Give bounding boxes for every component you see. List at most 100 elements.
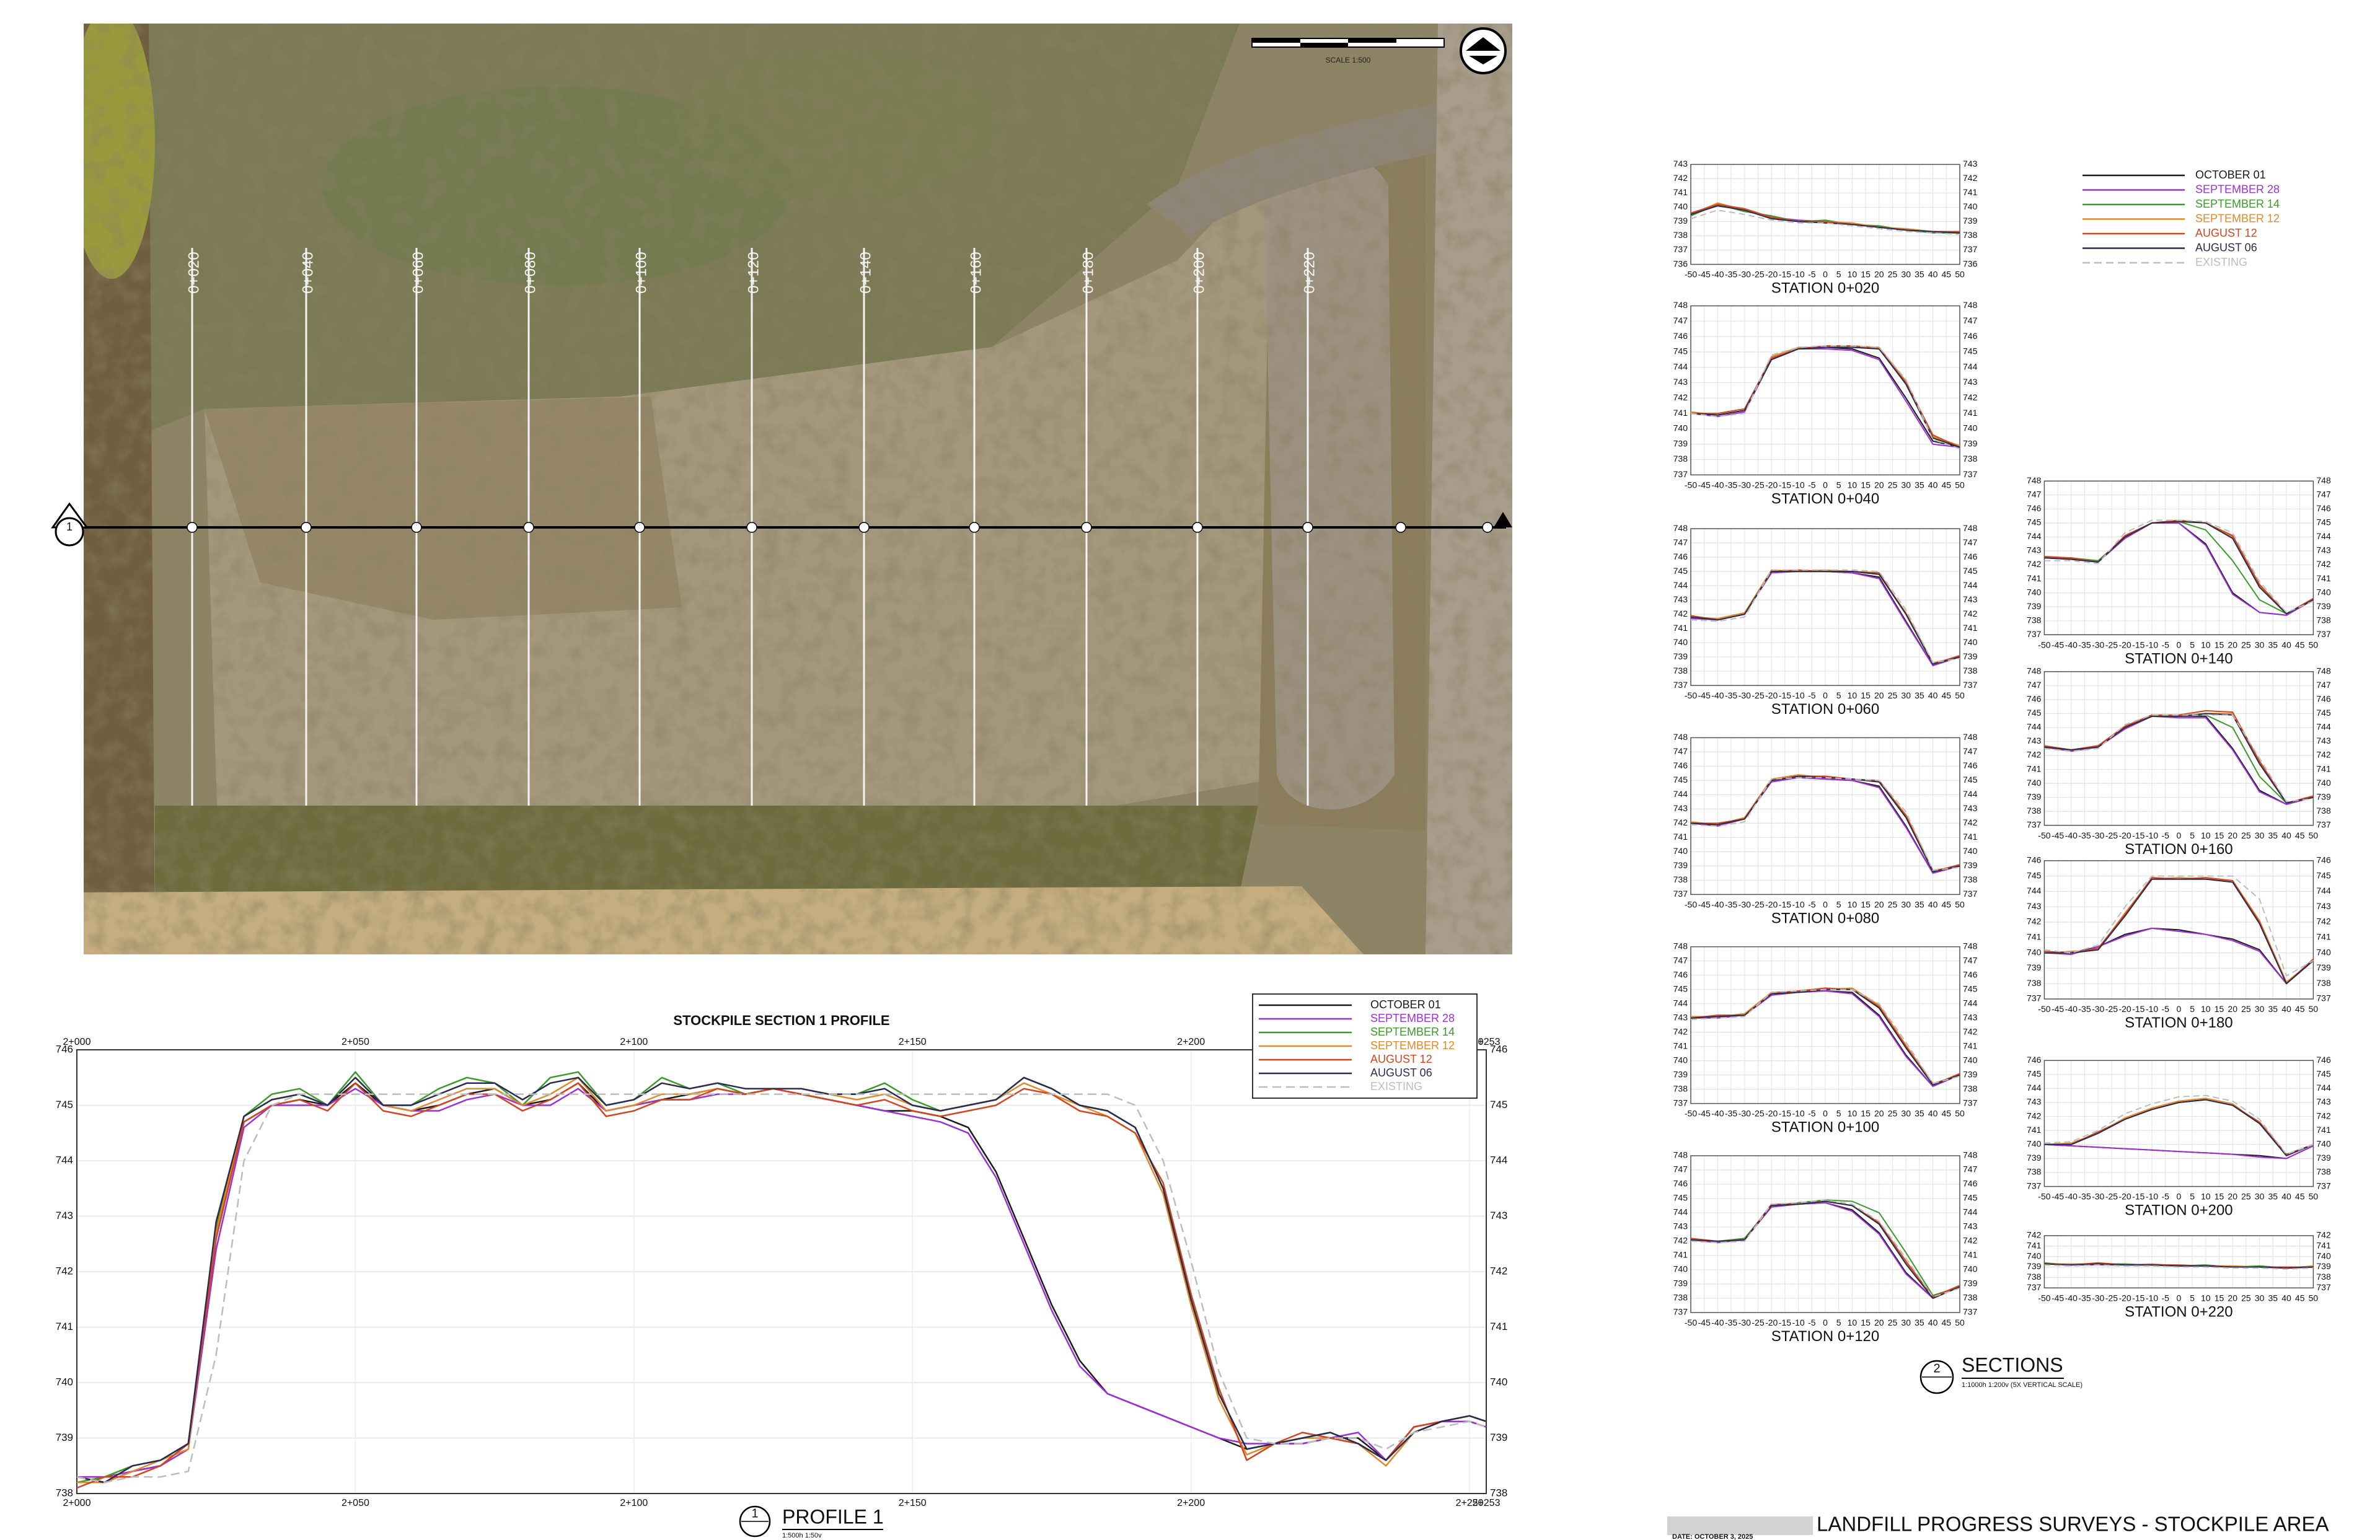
y-tick-label: 747 [1673, 746, 1688, 756]
y-tick-label-right: 739 [1963, 860, 1978, 870]
y-tick-label-right: 738 [1490, 1487, 1507, 1498]
y-tick-label: 742 [1673, 392, 1688, 402]
x-tick-label: 10 [2201, 1293, 2211, 1303]
y-tick-label-right: 745 [1490, 1099, 1507, 1111]
x-tick-label: 20 [2228, 640, 2237, 649]
section-line [1690, 1199, 1960, 1298]
x-tick-label: 25 [2241, 830, 2251, 840]
x-tick-label: -5 [2161, 640, 2169, 649]
x-tick-label: -30 [2092, 1004, 2104, 1014]
x-tick-label-top: 2+050 [342, 1037, 369, 1047]
x-tick-label: 10 [2201, 830, 2211, 840]
section-line [2044, 875, 2314, 977]
x-tick-label: 40 [1928, 899, 1938, 909]
y-tick-label: 742 [2027, 917, 2042, 926]
section-line [2044, 1094, 2314, 1155]
x-tick-label: -40 [1711, 480, 1724, 490]
x-tick-label: 5 [1836, 690, 1841, 700]
chainage-marker [1192, 522, 1203, 533]
y-tick-label-right: 739 [1963, 216, 1978, 226]
x-tick-label: 40 [2281, 1004, 2291, 1014]
y-tick-label-right: 737 [2316, 819, 2331, 829]
section-line [1690, 777, 1960, 871]
y-tick-label: 743 [1673, 594, 1688, 604]
y-tick-label: 738 [1673, 230, 1688, 240]
y-tick-label: 737 [1673, 1307, 1688, 1317]
x-tick-label: -40 [1711, 899, 1724, 909]
x-tick-label: -10 [2146, 1192, 2158, 1202]
y-tick-label-right: 743 [2316, 545, 2331, 555]
x-tick-label: -45 [2052, 830, 2064, 840]
legend-label: EXISTING [1370, 1080, 1422, 1093]
x-tick-label: -40 [2065, 1293, 2078, 1303]
x-tick-label: 40 [2281, 1293, 2291, 1303]
x-tick-label: 25 [1888, 1318, 1898, 1327]
x-tick-label: -25 [1752, 1109, 1764, 1119]
x-tick-label: -25 [2105, 1004, 2118, 1014]
y-tick-label-right: 742 [2316, 559, 2331, 569]
y-tick-label: 738 [2027, 1272, 2042, 1282]
y-tick-label-right: 745 [2316, 1068, 2331, 1078]
y-tick-label-right: 747 [2316, 680, 2331, 690]
y-tick-label: 743 [1673, 803, 1688, 813]
y-tick-label-right: 742 [2316, 1111, 2331, 1120]
x-tick-label: 35 [1915, 270, 1924, 279]
y-tick-label: 741 [1673, 187, 1688, 197]
chainage-marker [1395, 522, 1406, 533]
plot-frame [76, 1049, 1487, 1494]
y-tick-label-right: 741 [2316, 932, 2331, 942]
x-tick-label: 50 [2309, 830, 2319, 840]
x-tick-label: 25 [1888, 1109, 1898, 1119]
y-tick-label: 747 [1673, 537, 1688, 547]
section-arrow [1494, 512, 1512, 527]
x-tick-label: 30 [2255, 830, 2265, 840]
y-tick-label-right: 737 [2316, 1181, 2331, 1190]
scale-text: SCALE 1:500 [1326, 56, 1371, 64]
y-tick-label: 739 [1673, 860, 1688, 870]
y-tick-label: 740 [2027, 587, 2042, 597]
y-tick-label-right: 737 [1963, 889, 1978, 899]
y-tick-label-right: 742 [2316, 1230, 2331, 1240]
chainage-marker [411, 522, 422, 533]
x-tick-label: 35 [1915, 899, 1924, 909]
y-tick-label-right: 743 [1963, 594, 1978, 604]
x-tick-label: 20 [1874, 480, 1884, 490]
x-tick-label: 50 [1955, 1109, 1965, 1119]
x-tick-label: -50 [1685, 1318, 1697, 1327]
x-tick-label: 15 [2215, 1293, 2224, 1303]
y-tick-label-right: 740 [2316, 1251, 2331, 1261]
y-tick-label-right: 741 [2316, 573, 2331, 583]
x-tick-label: 45 [1942, 480, 1952, 490]
x-tick-label: -15 [2132, 830, 2144, 840]
y-tick-label: 744 [1673, 789, 1688, 799]
x-tick-label: -25 [1752, 1318, 1764, 1327]
y-tick-label-right: 737 [1963, 244, 1978, 254]
x-tick-label: 2+150 [899, 1498, 927, 1508]
section-line [1690, 1200, 1960, 1299]
x-tick-label: -40 [2065, 830, 2078, 840]
y-tick-label: 745 [56, 1099, 73, 1111]
x-tick-label-top: 2+200 [1177, 1037, 1205, 1047]
x-tick-label: -50 [1685, 899, 1697, 909]
x-tick-label: -25 [1752, 480, 1764, 490]
panel-frame [1690, 528, 1960, 686]
x-tick-label: 25 [2241, 640, 2251, 649]
x-tick-label: 40 [1928, 270, 1938, 279]
y-tick-label: 740 [1673, 1264, 1688, 1274]
y-tick-label: 737 [1673, 244, 1688, 254]
x-tick-label: 25 [1888, 270, 1898, 279]
x-tick-label: -40 [1711, 270, 1724, 279]
y-tick-label: 742 [1673, 1026, 1688, 1036]
x-tick-label: -35 [1725, 899, 1737, 909]
x-tick-label: -10 [2146, 830, 2158, 840]
x-tick-label: 40 [1928, 690, 1938, 700]
y-tick-label-right: 745 [1963, 566, 1978, 576]
y-tick-label: 740 [2027, 947, 2042, 957]
y-tick-label: 741 [1673, 408, 1688, 418]
y-tick-label-right: 746 [2316, 855, 2331, 865]
y-tick-label-right: 742 [1963, 392, 1978, 402]
y-tick-label: 737 [2027, 993, 2042, 1003]
y-tick-label: 741 [1673, 832, 1688, 842]
panel-frame [2043, 671, 2314, 826]
x-tick-label: -5 [1808, 270, 1816, 279]
